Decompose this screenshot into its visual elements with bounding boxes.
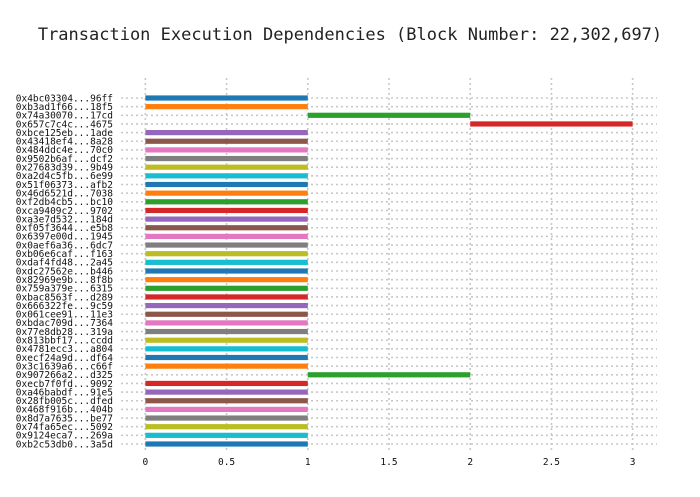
y-tick-label: 0x061cee91...11e3 — [16, 310, 113, 321]
bar — [145, 95, 308, 101]
y-tick-label: 0x28fb005c...dfed — [16, 396, 113, 407]
bar — [145, 277, 308, 283]
chart-title: Transaction Execution Dependencies (Bloc… — [38, 25, 662, 45]
bar — [145, 259, 308, 265]
bar — [145, 354, 308, 361]
y-tick-label: 0xecf24a9d...df64 — [16, 353, 114, 364]
bar — [145, 181, 308, 188]
x-tick-label: 1 — [305, 457, 311, 468]
x-tick-labels: 0 0.5 1 1.5 2 2.5 3 — [142, 457, 635, 468]
y-tick-label: 0x759a379e...6315 — [16, 284, 113, 295]
y-tick-label: 0x468f916b...404b — [16, 405, 114, 416]
bar — [145, 346, 308, 352]
x-tick-label: 2.5 — [543, 457, 560, 468]
y-tick-label: 0xf05f3644...e5b8 — [16, 223, 114, 234]
bars — [145, 95, 633, 447]
y-tick-label: 0x0aef6a36...6dc7 — [16, 240, 113, 251]
y-tick-label: 0xecb7f0fd...9092 — [16, 379, 113, 390]
y-tick-label: 0xbdac709d...7364 — [16, 318, 114, 329]
y-tick-label: 0x6397e00d...1945 — [16, 232, 113, 243]
bar — [145, 389, 308, 395]
bar — [145, 207, 308, 214]
y-tick-label: 0xb2c53db0...3a5d — [16, 439, 113, 450]
y-tick-label: 0x4bc03304...96ff — [16, 93, 113, 104]
bar — [145, 441, 308, 447]
bar — [145, 328, 308, 335]
bar — [145, 225, 308, 231]
y-tick-label: 0xca9409c2...9702 — [16, 206, 113, 217]
bar — [145, 406, 308, 412]
y-tick-label: 0x82969e9b...8f8b — [16, 275, 114, 286]
bar — [145, 242, 308, 248]
bar — [145, 190, 308, 196]
y-tick-label: 0x813bbf17...ccdd — [16, 336, 113, 347]
x-tick-label: 2 — [467, 457, 473, 468]
y-tick-label: 0xbce125eb...1ade — [16, 128, 114, 139]
y-tick-label: 0xbac8563f...d289 — [16, 292, 114, 303]
bar — [145, 268, 308, 274]
bar — [145, 380, 308, 387]
y-tick-label: 0x46d6521d...7038 — [16, 188, 114, 199]
bar — [145, 216, 308, 222]
bar — [145, 320, 308, 326]
y-tick-label: 0x4781ecc3...a804 — [16, 344, 114, 355]
x-tick-label: 3 — [630, 457, 636, 468]
y-tick-label: 0x3c1639a6...c66f — [16, 361, 113, 372]
y-tick-label: 0x74a30070...17cd — [16, 111, 113, 122]
bar — [307, 372, 471, 378]
bar — [145, 311, 308, 317]
bar — [145, 285, 308, 291]
y-tick-label: 0x51f06373...afb2 — [16, 180, 113, 191]
bar — [145, 164, 308, 170]
bar — [307, 112, 471, 118]
bar — [145, 147, 308, 153]
y-tick-label: 0xdc27562e...b446 — [16, 266, 114, 277]
bar — [145, 303, 308, 309]
y-tick-label: 0xb06e6caf...f163 — [16, 249, 113, 260]
y-tick-label: 0x9124eca7...269a — [16, 431, 113, 442]
y-tick-label: 0x484ddc4e...70c0 — [16, 145, 114, 156]
y-tick-label: 0x8d7a7635...be77 — [16, 413, 113, 424]
y-tick-label: 0x27683d39...9b49 — [16, 163, 114, 174]
y-tick-label: 0xb3ad1f66...18f5 — [16, 102, 113, 113]
bar — [145, 424, 308, 430]
y-tick-label: 0x666322fe...9c59 — [16, 301, 114, 312]
y-tick-label: 0xf2db4cb5...bc10 — [16, 197, 114, 208]
y-tick-label: 0x74fa65ec...5092 — [16, 422, 113, 433]
bar — [145, 155, 308, 162]
bar — [145, 363, 308, 369]
bar — [145, 432, 308, 438]
y-tick-label: 0x77e8db28...319a — [16, 327, 113, 338]
x-tick-label: 0 — [142, 457, 148, 468]
y-tick-label: 0xa2d4c5fb...6e99 — [16, 171, 114, 182]
y-tick-label: 0xa3e7d532...184d — [16, 214, 113, 225]
bar — [145, 251, 308, 257]
bar — [145, 130, 308, 136]
bar — [145, 138, 308, 144]
y-tick-label: 0xa46babdf...91e5 — [16, 387, 113, 398]
bar — [145, 398, 308, 404]
y-tick-label: 0x657c7c4c...4675 — [16, 119, 113, 130]
bar — [145, 173, 308, 179]
bar — [470, 121, 633, 127]
x-tick-label: 0.5 — [218, 457, 235, 468]
bar — [145, 415, 308, 421]
bar — [145, 104, 308, 110]
y-tick-label: 0x907266a2...d325 — [16, 370, 113, 381]
bar — [145, 233, 308, 239]
y-tick-label: 0x9502b6af...dcf2 — [16, 154, 113, 165]
bar — [145, 337, 308, 343]
x-tick-label: 1.5 — [380, 457, 397, 468]
y-tick-label: 0x43418ef4...8a28 — [16, 137, 114, 148]
bar — [145, 199, 308, 205]
y-tick-label: 0xdaf4fd48...2a45 — [16, 258, 113, 269]
y-tick-labels: 0x4bc03304...96ff0xb3ad1f66...18f50x74a3… — [16, 93, 114, 450]
bar — [145, 294, 308, 300]
